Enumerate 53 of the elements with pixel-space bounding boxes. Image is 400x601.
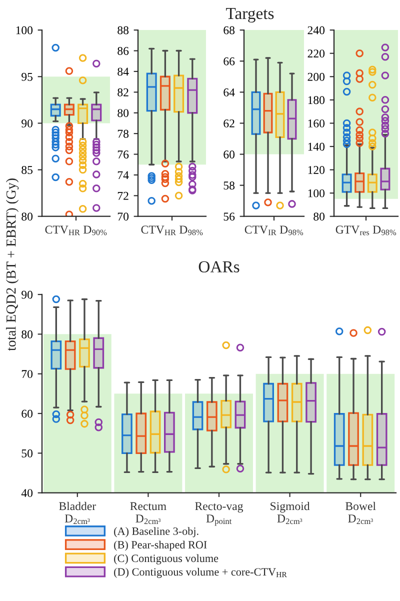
x-tick-label: Bowel D$_{2cm³}$ <box>346 502 376 524</box>
y-tick-label: 60 <box>22 410 33 418</box>
y-tick-label: 140 <box>308 142 325 151</box>
y-tick-label: 70 <box>118 212 129 221</box>
y-tick-label: 90 <box>22 290 33 299</box>
legend-label: (D) Contiguous volume + core-CTV$_{HR}$ <box>114 568 287 578</box>
y-tick-label: 56 <box>224 212 235 221</box>
y-tick-label: 90 <box>22 119 33 128</box>
legend-label: (C) Contiguous volume <box>114 554 218 564</box>
y-tick-label: 82 <box>118 88 128 96</box>
y-tick-label: 72 <box>118 192 128 200</box>
y-tick-label: 88 <box>118 26 129 34</box>
y-tick-label: 68 <box>224 26 235 34</box>
y-tick-label: 120 <box>308 166 325 174</box>
y-tick-label: 160 <box>308 119 325 128</box>
y-tick-label: 76 <box>118 150 129 158</box>
y-tick-label: 58 <box>224 182 235 190</box>
y-tick-label: 40 <box>21 489 33 498</box>
y-tick-label: 74 <box>118 171 129 180</box>
y-tick-label: 86 <box>118 46 129 55</box>
y-tick-label: 84 <box>118 68 129 76</box>
x-tick-label: CTV$_{HR}$ D$_{90%}$ <box>45 226 107 236</box>
y-tick-label: 64 <box>224 88 235 96</box>
y-axis-title: total EQD2 (BT + EBRT) (Gy) <box>6 178 19 351</box>
chart-title: Targets <box>226 8 274 23</box>
y-tick-label: 78 <box>118 130 129 138</box>
y-tick-label: 60 <box>224 150 235 158</box>
x-tick-label: GTV$_{res}$ D$_{98%}$ <box>336 226 396 236</box>
y-tick-label: 50 <box>22 449 33 458</box>
y-tick-label: 100 <box>308 189 325 198</box>
y-tick-label: 66 <box>224 57 235 66</box>
x-tick-label: CTV$_{HR}$ D$_{98%}$ <box>141 226 203 236</box>
y-tick-label: 80 <box>118 109 129 118</box>
y-tick-label: 240 <box>308 26 325 34</box>
y-tick-label: 85 <box>22 166 33 174</box>
x-tick-label: Sigmoid D$_{2cm³}$ <box>270 502 310 524</box>
legend-label: (B) Pear-shaped ROI <box>114 540 207 551</box>
y-tick-label: 80 <box>22 330 33 338</box>
y-tick-label: 62 <box>224 119 234 128</box>
y-tick-label: 100 <box>16 26 33 34</box>
y-tick-label: 220 <box>308 50 325 58</box>
y-tick-label: 200 <box>308 72 325 81</box>
chart-title: OARs <box>198 261 240 272</box>
y-tick-label: 70 <box>22 370 33 378</box>
x-tick-label: Recto-vag D$_{point}$ <box>195 502 244 526</box>
legend-label: (A) Baseline 3-obj. <box>114 527 198 538</box>
y-tick-label: 180 <box>308 96 325 104</box>
x-tick-label: Rectum D$_{2cm³}$ <box>130 502 166 524</box>
y-tick-label: 95 <box>22 72 33 81</box>
y-tick-label: 80 <box>22 212 33 221</box>
y-tick-label: 80 <box>314 212 325 221</box>
x-tick-label: Bladder D$_{2cm³}$ <box>59 502 96 524</box>
x-tick-label: CTV$_{IR}$ D$_{98%}$ <box>244 226 304 236</box>
